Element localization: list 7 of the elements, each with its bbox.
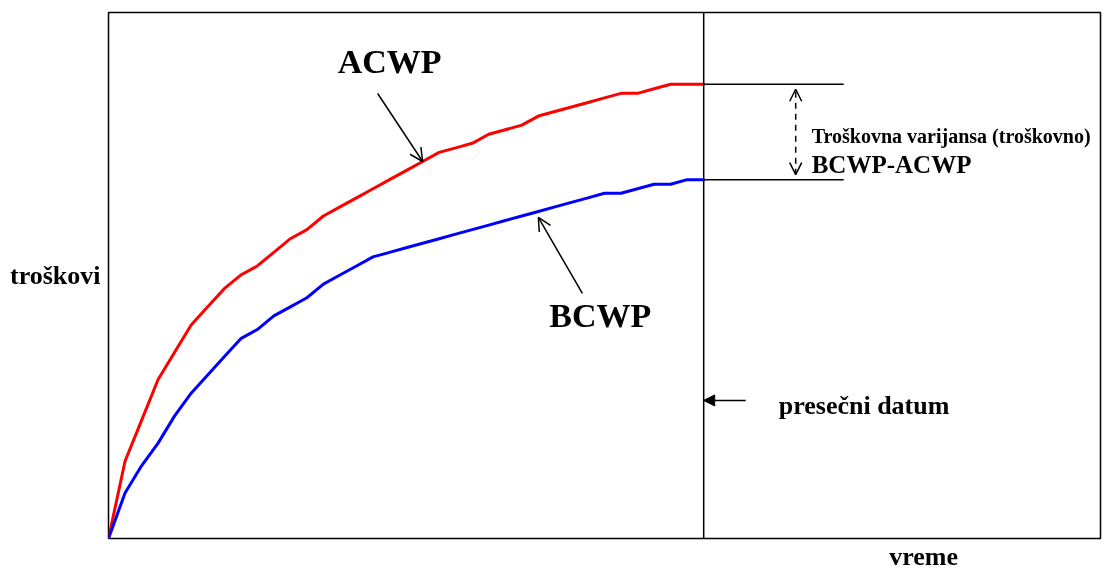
x-axis-title: vreme xyxy=(889,541,959,571)
annotation: presečni datum xyxy=(778,390,950,420)
text: ACWP xyxy=(337,42,442,80)
y-axis-title: troškovi xyxy=(9,261,101,290)
text: BCWP xyxy=(549,296,652,334)
annotation: Troškovna varijansa (troškovno) xyxy=(811,124,1091,148)
annotation: BCWP-ACWP xyxy=(811,150,972,178)
